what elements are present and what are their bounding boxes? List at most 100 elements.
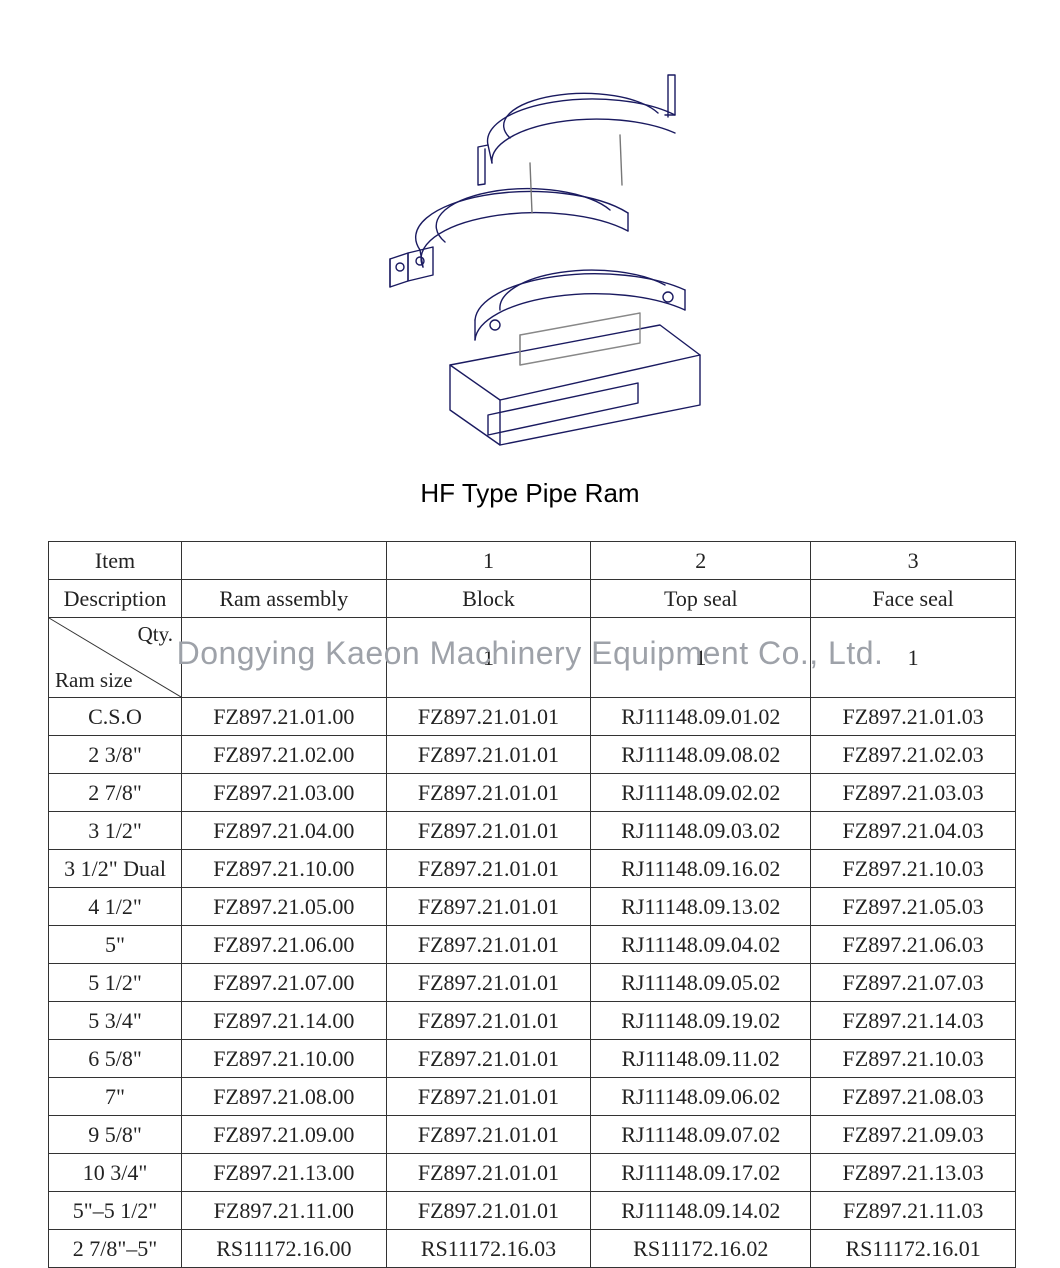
- table-row: C.S.OFZ897.21.01.00FZ897.21.01.01RJ11148…: [49, 698, 1016, 736]
- size-cell: 5"–5 1/2": [49, 1192, 182, 1230]
- figure-title: HF Type Pipe Ram: [0, 478, 1060, 509]
- size-cell: 9 5/8": [49, 1116, 182, 1154]
- block-cell: FZ897.21.01.01: [386, 1192, 591, 1230]
- block-cell: FZ897.21.01.01: [386, 1040, 591, 1078]
- size-cell: 2 7/8": [49, 774, 182, 812]
- top-seal-cell: RJ11148.09.01.02: [591, 698, 811, 736]
- size-cell: 5": [49, 926, 182, 964]
- table-row: 5 1/2"FZ897.21.07.00FZ897.21.01.01RJ1114…: [49, 964, 1016, 1002]
- table-row: 2 3/8"FZ897.21.02.00FZ897.21.01.01RJ1114…: [49, 736, 1016, 774]
- size-cell: 5 3/4": [49, 1002, 182, 1040]
- ram-assembly-cell: FZ897.21.03.00: [182, 774, 387, 812]
- pipe-ram-diagram: [270, 35, 790, 465]
- face-seal-cell: FZ897.21.01.03: [811, 698, 1016, 736]
- block-cell: FZ897.21.01.01: [386, 1078, 591, 1116]
- ram-assembly-cell: FZ897.21.09.00: [182, 1116, 387, 1154]
- ram-assembly-cell: FZ897.21.11.00: [182, 1192, 387, 1230]
- face-seal-cell: FZ897.21.10.03: [811, 1040, 1016, 1078]
- diagram-area: [0, 0, 1060, 470]
- size-cell: 5 1/2": [49, 964, 182, 1002]
- face-seal-cell: FZ897.21.05.03: [811, 888, 1016, 926]
- block-cell: FZ897.21.01.01: [386, 888, 591, 926]
- header-item-1: 1: [386, 542, 591, 580]
- header-item: Item: [49, 542, 182, 580]
- header-qty: Qty.: [138, 622, 173, 647]
- header-item-0: [182, 542, 387, 580]
- header-qty-2: 1: [591, 618, 811, 698]
- block-cell: FZ897.21.01.01: [386, 774, 591, 812]
- face-seal-cell: FZ897.21.09.03: [811, 1116, 1016, 1154]
- header-ram-size: Ram size: [55, 668, 133, 693]
- table-row: 2 7/8"FZ897.21.03.00FZ897.21.01.01RJ1114…: [49, 774, 1016, 812]
- top-seal-cell: RJ11148.09.03.02: [591, 812, 811, 850]
- block-cell: FZ897.21.01.01: [386, 1116, 591, 1154]
- header-desc-1: Block: [386, 580, 591, 618]
- block-cell: FZ897.21.01.01: [386, 1002, 591, 1040]
- block-cell: FZ897.21.01.01: [386, 1154, 591, 1192]
- face-seal-cell: FZ897.21.11.03: [811, 1192, 1016, 1230]
- table-row: 4 1/2"FZ897.21.05.00FZ897.21.01.01RJ1114…: [49, 888, 1016, 926]
- header-qty-1: 1: [386, 618, 591, 698]
- table-header-row-item: Item 1 2 3: [49, 542, 1016, 580]
- top-seal-cell: RJ11148.09.17.02: [591, 1154, 811, 1192]
- size-cell: 10 3/4": [49, 1154, 182, 1192]
- ram-assembly-cell: FZ897.21.10.00: [182, 850, 387, 888]
- ram-assembly-cell: RS11172.16.00: [182, 1230, 387, 1268]
- block-cell: RS11172.16.03: [386, 1230, 591, 1268]
- header-item-3: 3: [811, 542, 1016, 580]
- size-cell: 4 1/2": [49, 888, 182, 926]
- table-header-row-qty: Qty. Ram size 1 1 1: [49, 618, 1016, 698]
- ram-assembly-cell: FZ897.21.10.00: [182, 1040, 387, 1078]
- face-seal-cell: RS11172.16.01: [811, 1230, 1016, 1268]
- face-seal-cell: FZ897.21.10.03: [811, 850, 1016, 888]
- header-qty-0: [182, 618, 387, 698]
- block-cell: FZ897.21.01.01: [386, 698, 591, 736]
- size-cell: 2 3/8": [49, 736, 182, 774]
- size-cell: 3 1/2" Dual: [49, 850, 182, 888]
- table-row: 7"FZ897.21.08.00FZ897.21.01.01RJ11148.09…: [49, 1078, 1016, 1116]
- face-seal-cell: FZ897.21.14.03: [811, 1002, 1016, 1040]
- parts-table: Item 1 2 3 Description Ram assembly Bloc…: [48, 541, 1016, 1268]
- top-seal-cell: RJ11148.09.19.02: [591, 1002, 811, 1040]
- top-seal-cell: RS11172.16.02: [591, 1230, 811, 1268]
- top-seal-cell: RJ11148.09.06.02: [591, 1078, 811, 1116]
- ram-assembly-cell: FZ897.21.06.00: [182, 926, 387, 964]
- header-qty-3: 1: [811, 618, 1016, 698]
- face-seal-cell: FZ897.21.04.03: [811, 812, 1016, 850]
- face-seal-cell: FZ897.21.03.03: [811, 774, 1016, 812]
- table-row: 3 1/2" DualFZ897.21.10.00FZ897.21.01.01R…: [49, 850, 1016, 888]
- top-seal-cell: RJ11148.09.14.02: [591, 1192, 811, 1230]
- parts-table-wrap: Item 1 2 3 Description Ram assembly Bloc…: [0, 541, 1060, 1268]
- top-seal-cell: RJ11148.09.07.02: [591, 1116, 811, 1154]
- table-row: 5"–5 1/2"FZ897.21.11.00FZ897.21.01.01RJ1…: [49, 1192, 1016, 1230]
- header-desc-2: Top seal: [591, 580, 811, 618]
- face-seal-cell: FZ897.21.07.03: [811, 964, 1016, 1002]
- ram-assembly-cell: FZ897.21.01.00: [182, 698, 387, 736]
- ram-assembly-cell: FZ897.21.04.00: [182, 812, 387, 850]
- table-row: 5"FZ897.21.06.00FZ897.21.01.01RJ11148.09…: [49, 926, 1016, 964]
- top-seal-cell: RJ11148.09.05.02: [591, 964, 811, 1002]
- table-row: 3 1/2"FZ897.21.04.00FZ897.21.01.01RJ1114…: [49, 812, 1016, 850]
- face-seal-cell: FZ897.21.08.03: [811, 1078, 1016, 1116]
- size-cell: 3 1/2": [49, 812, 182, 850]
- ram-assembly-cell: FZ897.21.02.00: [182, 736, 387, 774]
- table-header-row-desc: Description Ram assembly Block Top seal …: [49, 580, 1016, 618]
- ram-assembly-cell: FZ897.21.13.00: [182, 1154, 387, 1192]
- ram-assembly-cell: FZ897.21.08.00: [182, 1078, 387, 1116]
- top-seal-cell: RJ11148.09.16.02: [591, 850, 811, 888]
- header-item-2: 2: [591, 542, 811, 580]
- size-cell: 7": [49, 1078, 182, 1116]
- table-row: 10 3/4"FZ897.21.13.00FZ897.21.01.01RJ111…: [49, 1154, 1016, 1192]
- header-desc-0: Ram assembly: [182, 580, 387, 618]
- block-cell: FZ897.21.01.01: [386, 926, 591, 964]
- top-seal-cell: RJ11148.09.08.02: [591, 736, 811, 774]
- table-row: 9 5/8"FZ897.21.09.00FZ897.21.01.01RJ1114…: [49, 1116, 1016, 1154]
- block-cell: FZ897.21.01.01: [386, 812, 591, 850]
- size-cell: 2 7/8"–5": [49, 1230, 182, 1268]
- header-desc-3: Face seal: [811, 580, 1016, 618]
- header-qty-ramsize-cell: Qty. Ram size: [49, 618, 182, 698]
- top-seal-cell: RJ11148.09.04.02: [591, 926, 811, 964]
- top-seal-cell: RJ11148.09.11.02: [591, 1040, 811, 1078]
- table-body: C.S.OFZ897.21.01.00FZ897.21.01.01RJ11148…: [49, 698, 1016, 1268]
- size-cell: 6 5/8": [49, 1040, 182, 1078]
